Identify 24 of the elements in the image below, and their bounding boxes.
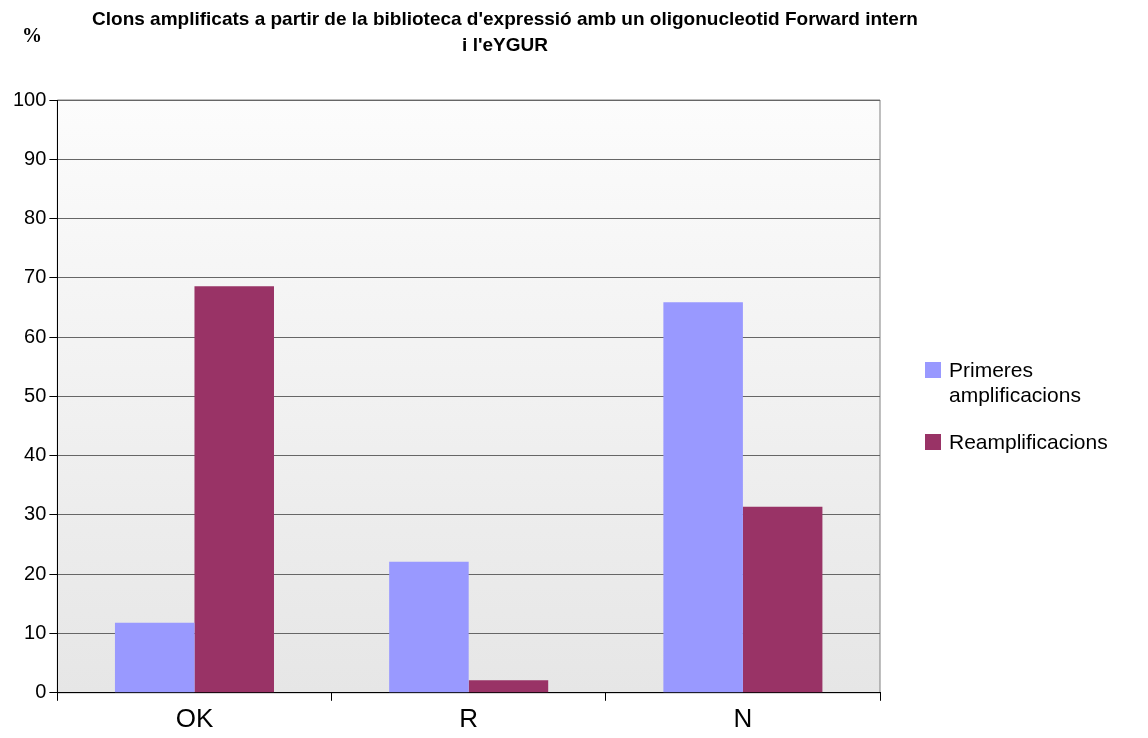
legend-label: Reamplificacions xyxy=(949,429,1108,454)
legend-label: Primeres amplificacions xyxy=(949,357,1082,407)
y-tick-label: 30 xyxy=(24,502,47,525)
bar xyxy=(663,302,743,693)
y-tick-label: 60 xyxy=(24,324,47,347)
y-axis-title: % xyxy=(22,24,42,47)
y-tick-label: 100 xyxy=(12,87,47,110)
x-tick-label: N xyxy=(733,702,753,733)
y-tick-label: 40 xyxy=(24,443,47,466)
x-tick-label: OK xyxy=(175,702,214,733)
y-tick-label: 10 xyxy=(24,621,47,644)
y-tick-label: 90 xyxy=(24,146,47,169)
bar xyxy=(468,680,549,693)
y-tick-label: 0 xyxy=(35,680,47,703)
x-tick-label: R xyxy=(459,702,479,733)
bar xyxy=(389,561,469,693)
y-tick-label: 70 xyxy=(24,265,47,288)
y-tick-label: 50 xyxy=(24,383,47,406)
bar xyxy=(194,286,274,693)
y-tick-label: 20 xyxy=(24,561,47,584)
bar xyxy=(742,506,823,693)
bar xyxy=(114,622,195,693)
y-tick-label: 80 xyxy=(24,206,47,229)
chart-title: Clons amplificats a partir de la biblioteca d'expressió amb un oligonucleotid Forward intern i l'eYGUR xyxy=(91,7,919,57)
